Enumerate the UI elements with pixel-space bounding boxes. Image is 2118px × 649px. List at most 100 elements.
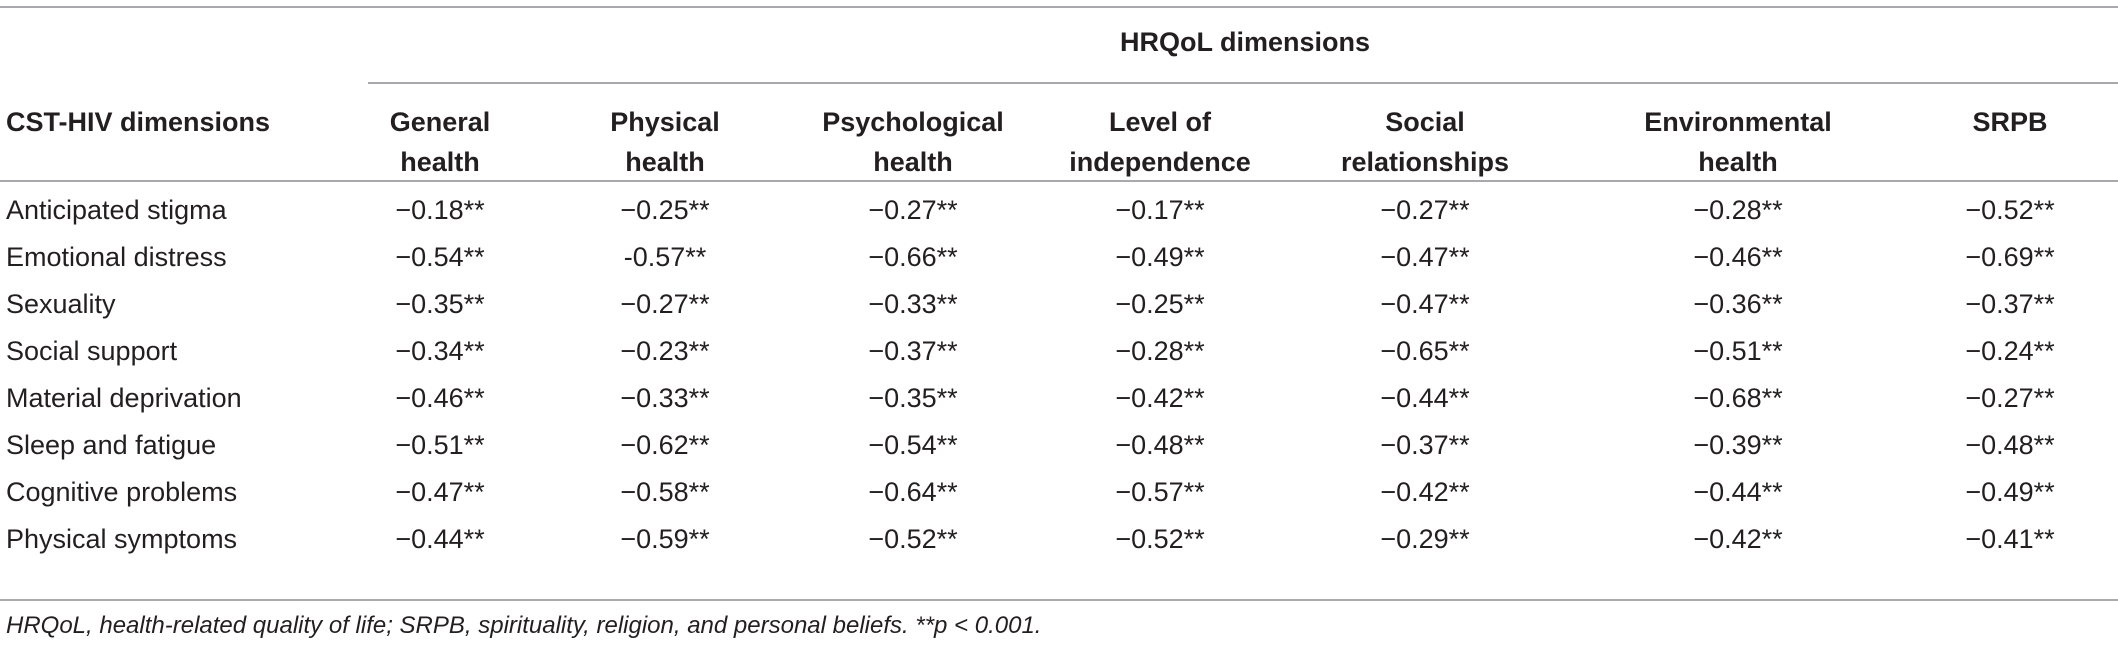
table-cell: −0.33** (868, 289, 958, 319)
table-cell: −0.25** (1115, 289, 1205, 319)
header-rule (0, 180, 2118, 182)
table-cell: −0.27** (620, 289, 710, 319)
table-cell: −0.48** (1965, 430, 2055, 460)
table-cell: −0.29** (1380, 524, 1470, 554)
column-header-line: health (1698, 147, 1778, 177)
table-cell: −0.36** (1693, 289, 1783, 319)
group-header-rule (368, 82, 2118, 84)
table-cell: −0.69** (1965, 242, 2055, 272)
table-cell: −0.58** (620, 477, 710, 507)
column-header-line: health (625, 147, 705, 177)
column-header-line: Physical (610, 107, 720, 137)
table-bottom-rule (0, 599, 2118, 601)
table-cell: −0.44** (1380, 383, 1470, 413)
table-cell: −0.51** (395, 430, 485, 460)
table-row: Emotional distress −0.54** -0.57** −0.66** −… (0, 234, 2118, 281)
table-cell: −0.17** (1115, 195, 1205, 225)
table-cell: −0.52** (1115, 524, 1205, 554)
table-top-rule (0, 6, 2118, 8)
table-row: Physical symptoms −0.44** −0.59** −0.52** −0… (0, 516, 2118, 563)
table-row: Social support −0.34** −0.23** −0.37** −0.28… (0, 328, 2118, 375)
table-cell: −0.62** (620, 430, 710, 460)
column-header-line: Social (1385, 107, 1465, 137)
column-header: SRPB (1972, 102, 2047, 142)
column-header-line: health (400, 147, 480, 177)
column-header: Social relationships (1341, 102, 1509, 182)
column-header-line: relationships (1340, 147, 1510, 177)
table-cell: −0.27** (1965, 383, 2055, 413)
table-cell: −0.46** (395, 383, 485, 413)
row-label: Sleep and fatigue (6, 430, 217, 460)
table-cell: −0.27** (1380, 195, 1470, 225)
column-header-line: independence (1069, 147, 1251, 177)
table-cell: −0.52** (1965, 195, 2055, 225)
table-cell: −0.42** (1115, 383, 1205, 413)
column-header-line: health (873, 147, 953, 177)
table-cell: −0.44** (395, 524, 485, 554)
table-cell: −0.57** (1115, 477, 1205, 507)
column-header-line: Psychological (822, 107, 1004, 137)
row-label: Emotional distress (6, 242, 227, 272)
column-header: Environmental health (1644, 102, 1832, 182)
table-row: Sexuality −0.35** −0.27** −0.33** −0.25** −0.… (0, 281, 2118, 328)
table-cell: −0.44** (1693, 477, 1783, 507)
column-header: Level of independence (1069, 102, 1251, 182)
row-label: Cognitive problems (6, 477, 238, 507)
table-row: Material deprivation −0.46** −0.33** −0.35*… (0, 375, 2118, 422)
table-cell: −0.23** (620, 336, 710, 366)
table-cell: -0.57** (623, 242, 707, 272)
table-cell: −0.25** (620, 195, 710, 225)
table-cell: −0.24** (1965, 336, 2055, 366)
table-cell: −0.64** (868, 477, 958, 507)
column-header-line: SRPB (1972, 107, 2048, 137)
table-cell: −0.47** (1380, 242, 1470, 272)
table-cell: −0.27** (868, 195, 958, 225)
row-label: Anticipated stigma (6, 195, 227, 225)
table-cell: −0.35** (868, 383, 958, 413)
column-header: General health (390, 102, 491, 182)
table-cell: −0.34** (395, 336, 485, 366)
table-cell: −0.68** (1693, 383, 1783, 413)
group-header: HRQoL dimensions (1119, 27, 1371, 57)
row-label: Sexuality (6, 289, 116, 319)
table-cell: −0.41** (1965, 524, 2055, 554)
table-cell: −0.48** (1115, 430, 1205, 460)
table-cell: −0.51** (1693, 336, 1783, 366)
table-row: Cognitive problems −0.47** −0.58** −0.64** −… (0, 469, 2118, 516)
table-cell: −0.54** (868, 430, 958, 460)
table-cell: −0.65** (1380, 336, 1470, 366)
table-row: Anticipated stigma −0.18** −0.25** −0.27** −… (0, 187, 2118, 234)
row-label: Material deprivation (6, 383, 242, 413)
table-cell: −0.39** (1693, 430, 1783, 460)
table-cell: −0.28** (1115, 336, 1205, 366)
table-cell: −0.37** (1965, 289, 2055, 319)
column-header: Psychological health (822, 102, 1004, 182)
column-header-line: Environmental (1644, 107, 1832, 137)
row-label: Social support (6, 336, 178, 366)
table-cell: −0.42** (1380, 477, 1470, 507)
table-cell: −0.28** (1693, 195, 1783, 225)
table-cell: −0.47** (395, 477, 485, 507)
stub-header: CST-HIV dimensions (6, 107, 271, 137)
table-footnote: HRQoL, health-related quality of life; S… (6, 612, 1042, 639)
table-cell: −0.42** (1693, 524, 1783, 554)
table-cell: −0.33** (620, 383, 710, 413)
table-cell: −0.37** (1380, 430, 1470, 460)
table-cell: −0.54** (395, 242, 485, 272)
table-cell: −0.59** (620, 524, 710, 554)
table-row: Sleep and fatigue −0.51** −0.62** −0.54** −0… (0, 422, 2118, 469)
column-header-line: General (389, 107, 491, 137)
table-cell: −0.46** (1693, 242, 1783, 272)
table-cell: −0.49** (1965, 477, 2055, 507)
column-header-line: Level of (1108, 107, 1212, 137)
table-cell: −0.66** (868, 242, 958, 272)
table-cell: −0.52** (868, 524, 958, 554)
table-cell: −0.37** (868, 336, 958, 366)
table-cell: −0.35** (395, 289, 485, 319)
table-cell: −0.18** (395, 195, 485, 225)
column-header: Physical health (610, 102, 720, 182)
row-label: Physical symptoms (6, 524, 238, 554)
table-cell: −0.49** (1115, 242, 1205, 272)
table-cell: −0.47** (1380, 289, 1470, 319)
